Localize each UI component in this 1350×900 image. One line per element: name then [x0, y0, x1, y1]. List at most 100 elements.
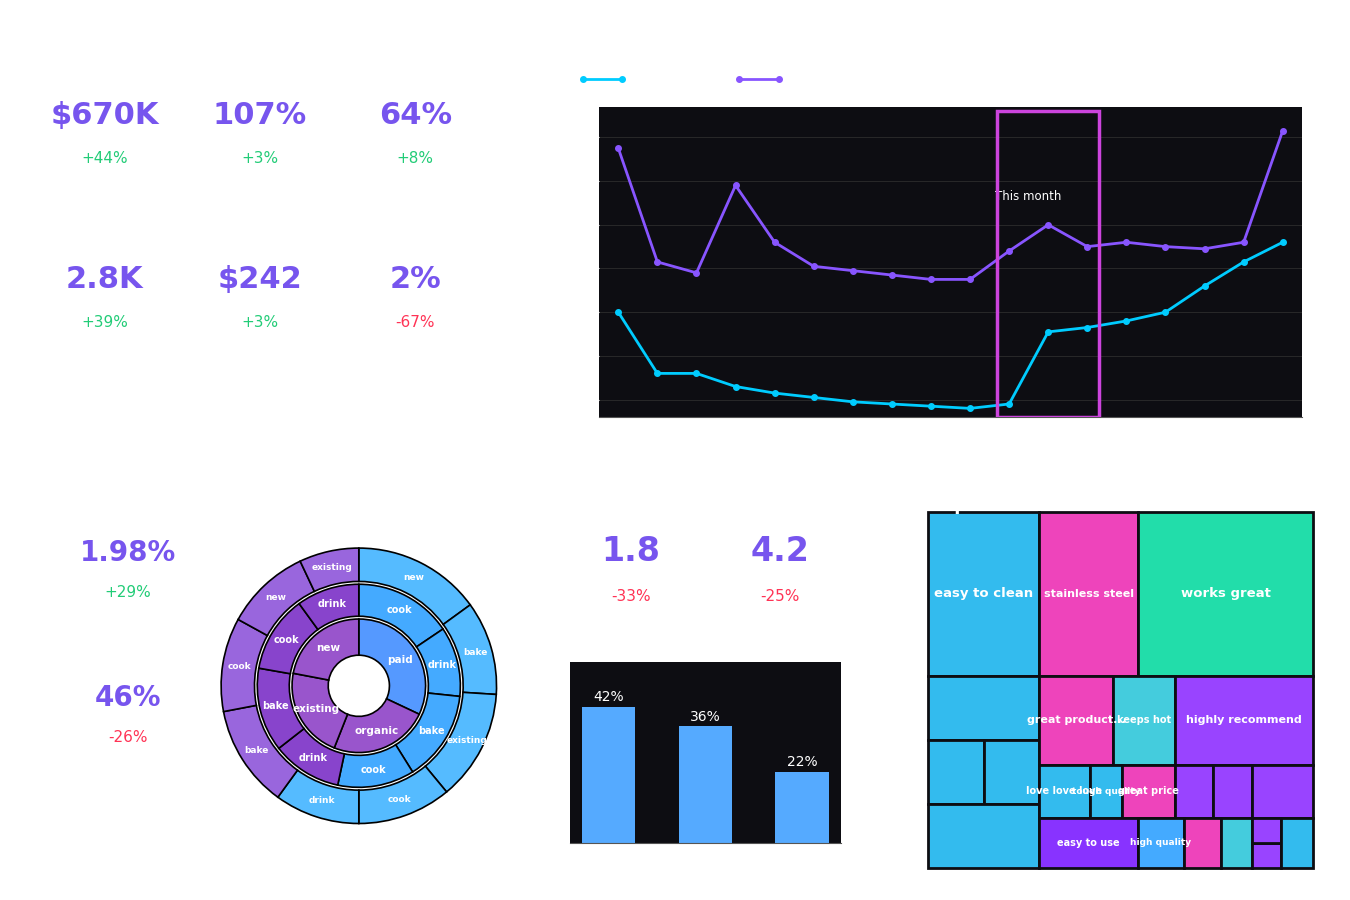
Text: cook: cook	[386, 606, 412, 616]
Text: great price: great price	[1118, 787, 1179, 796]
Wedge shape	[359, 584, 443, 647]
FancyBboxPatch shape	[1220, 818, 1251, 868]
Text: new: new	[404, 573, 424, 582]
Text: existing: existing	[312, 563, 352, 572]
Text: bake: bake	[463, 647, 487, 656]
Text: bake: bake	[418, 726, 444, 736]
Text: stainless steel: stainless steel	[1044, 589, 1134, 598]
FancyBboxPatch shape	[1040, 512, 1138, 676]
Text: Week 34 performance: Week 34 performance	[53, 47, 275, 65]
Text: new: new	[316, 644, 340, 653]
Text: paid: paid	[387, 654, 413, 665]
Text: drink: drink	[317, 599, 347, 609]
Text: Last year: Last year	[637, 72, 697, 86]
Text: Deliveries by supplier: Deliveries by supplier	[641, 849, 770, 861]
Wedge shape	[292, 673, 347, 748]
Text: 2%: 2%	[390, 265, 441, 293]
Text: bake: bake	[262, 701, 289, 712]
FancyBboxPatch shape	[1089, 764, 1122, 818]
Text: 1.98%: 1.98%	[80, 538, 176, 566]
Text: $242: $242	[217, 265, 302, 293]
Text: 64%: 64%	[379, 101, 452, 130]
Text: cook: cook	[360, 765, 386, 775]
Text: easy to clean: easy to clean	[934, 588, 1033, 600]
FancyBboxPatch shape	[1184, 818, 1220, 868]
Text: Orders: Orders	[82, 364, 127, 376]
FancyBboxPatch shape	[1214, 764, 1251, 818]
FancyBboxPatch shape	[927, 676, 1040, 740]
FancyBboxPatch shape	[1122, 764, 1174, 818]
Text: cook: cook	[228, 662, 251, 671]
Text: drink: drink	[428, 660, 456, 670]
Text: Ave. days to ship: Ave. days to ship	[580, 624, 682, 636]
Text: drink: drink	[308, 796, 335, 806]
Wedge shape	[300, 584, 359, 629]
Wedge shape	[279, 729, 344, 785]
Text: high quality: high quality	[1130, 838, 1192, 847]
Text: This month: This month	[995, 190, 1062, 203]
FancyBboxPatch shape	[1112, 676, 1174, 764]
Text: -33%: -33%	[612, 589, 651, 604]
Wedge shape	[338, 745, 413, 788]
Text: -67%: -67%	[396, 315, 435, 329]
Bar	[998, 111, 1099, 417]
FancyBboxPatch shape	[1040, 764, 1089, 818]
FancyBboxPatch shape	[1174, 764, 1214, 818]
Text: existing: existing	[293, 704, 340, 715]
Wedge shape	[224, 706, 297, 797]
Wedge shape	[359, 766, 447, 824]
FancyBboxPatch shape	[927, 512, 1040, 676]
Wedge shape	[335, 698, 420, 752]
Text: Cart abandon rate: Cart abandon rate	[70, 765, 185, 778]
FancyBboxPatch shape	[1251, 818, 1281, 842]
Text: drink: drink	[298, 753, 328, 763]
Text: User behaviour: User behaviour	[47, 500, 202, 518]
Text: existing: existing	[447, 736, 487, 745]
Text: Top themes in reviews: Top themes in reviews	[931, 496, 1158, 514]
Wedge shape	[359, 548, 470, 625]
Text: tough quality: tough quality	[1072, 787, 1141, 796]
Wedge shape	[425, 692, 497, 792]
FancyBboxPatch shape	[927, 804, 1040, 868]
FancyBboxPatch shape	[1040, 676, 1112, 764]
Text: new: new	[266, 593, 286, 602]
Text: -25%: -25%	[760, 589, 799, 604]
Text: Gross revenue: Gross revenue	[57, 200, 153, 212]
Text: Shipping performance: Shipping performance	[567, 500, 791, 518]
Text: 1.8: 1.8	[602, 535, 660, 568]
Text: cook: cook	[387, 796, 412, 805]
Wedge shape	[221, 619, 267, 712]
FancyBboxPatch shape	[1174, 676, 1314, 764]
Text: This year: This year	[794, 72, 852, 86]
Text: 2.8K: 2.8K	[66, 265, 143, 293]
Wedge shape	[258, 668, 304, 748]
Text: +44%: +44%	[81, 151, 128, 166]
Wedge shape	[278, 770, 359, 824]
Text: 36%: 36%	[690, 710, 721, 724]
Text: Gross profit: Gross profit	[377, 200, 454, 212]
Text: +39%: +39%	[81, 315, 128, 329]
Wedge shape	[293, 619, 359, 680]
Text: Refunds: Refunds	[389, 364, 443, 376]
Text: Weekly sales performance: Weekly sales performance	[575, 38, 842, 56]
Bar	[582, 707, 636, 843]
Bar	[775, 772, 829, 843]
Text: -26%: -26%	[108, 731, 147, 745]
Text: Conversion rate: Conversion rate	[78, 619, 178, 632]
Text: +8%: +8%	[397, 151, 433, 166]
Text: works great: works great	[1181, 588, 1270, 600]
Text: $670K: $670K	[50, 101, 159, 130]
FancyBboxPatch shape	[1138, 512, 1314, 676]
Text: 42%: 42%	[594, 690, 624, 705]
Text: easy to use: easy to use	[1057, 838, 1120, 848]
FancyBboxPatch shape	[1251, 842, 1281, 868]
Text: highly recommend: highly recommend	[1187, 716, 1301, 725]
Bar	[679, 726, 732, 843]
Wedge shape	[300, 548, 359, 591]
Wedge shape	[396, 693, 460, 772]
Wedge shape	[259, 604, 319, 674]
Text: 46%: 46%	[95, 684, 161, 712]
Text: 22%: 22%	[787, 755, 817, 770]
FancyBboxPatch shape	[1138, 818, 1184, 868]
Text: great product...: great product...	[1027, 716, 1126, 725]
